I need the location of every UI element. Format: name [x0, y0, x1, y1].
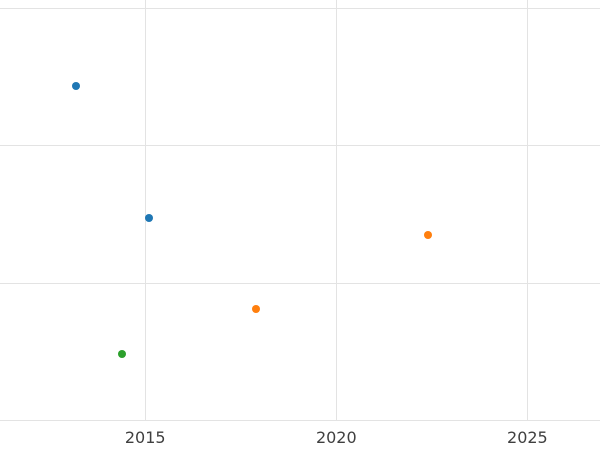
- y-gridline: [0, 282, 600, 284]
- x-gridline: [527, 0, 529, 420]
- series-orange-point: [424, 230, 433, 239]
- series-orange-point: [252, 304, 261, 313]
- x-tick-label: 2020: [315, 428, 357, 447]
- y-gridline: [0, 145, 600, 147]
- series-green-point: [118, 350, 127, 359]
- x-tick-label: 2025: [507, 428, 548, 447]
- y-gridline: [0, 8, 600, 9]
- plot-area: [0, 0, 600, 421]
- x-gridline: [145, 0, 147, 420]
- series-blue-point: [72, 82, 81, 91]
- x-gridline: [336, 0, 338, 420]
- series-blue-point: [145, 214, 154, 223]
- y-gridline: [0, 420, 600, 421]
- x-tick-label: 2015: [124, 428, 166, 447]
- x-axis: 2015 2020 2025: [0, 420, 600, 450]
